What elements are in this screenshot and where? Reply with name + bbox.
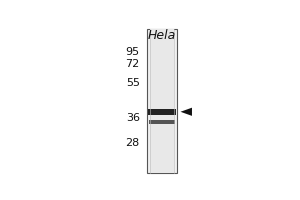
Text: 36: 36 xyxy=(126,113,140,123)
Text: 28: 28 xyxy=(126,138,140,148)
Bar xyxy=(150,29,173,173)
Text: 72: 72 xyxy=(126,59,140,69)
Bar xyxy=(149,120,175,124)
Text: Hela: Hela xyxy=(148,29,176,42)
Bar xyxy=(148,109,176,115)
Text: 95: 95 xyxy=(126,47,140,57)
Polygon shape xyxy=(181,108,192,116)
Bar xyxy=(147,29,177,173)
Text: 55: 55 xyxy=(126,78,140,88)
